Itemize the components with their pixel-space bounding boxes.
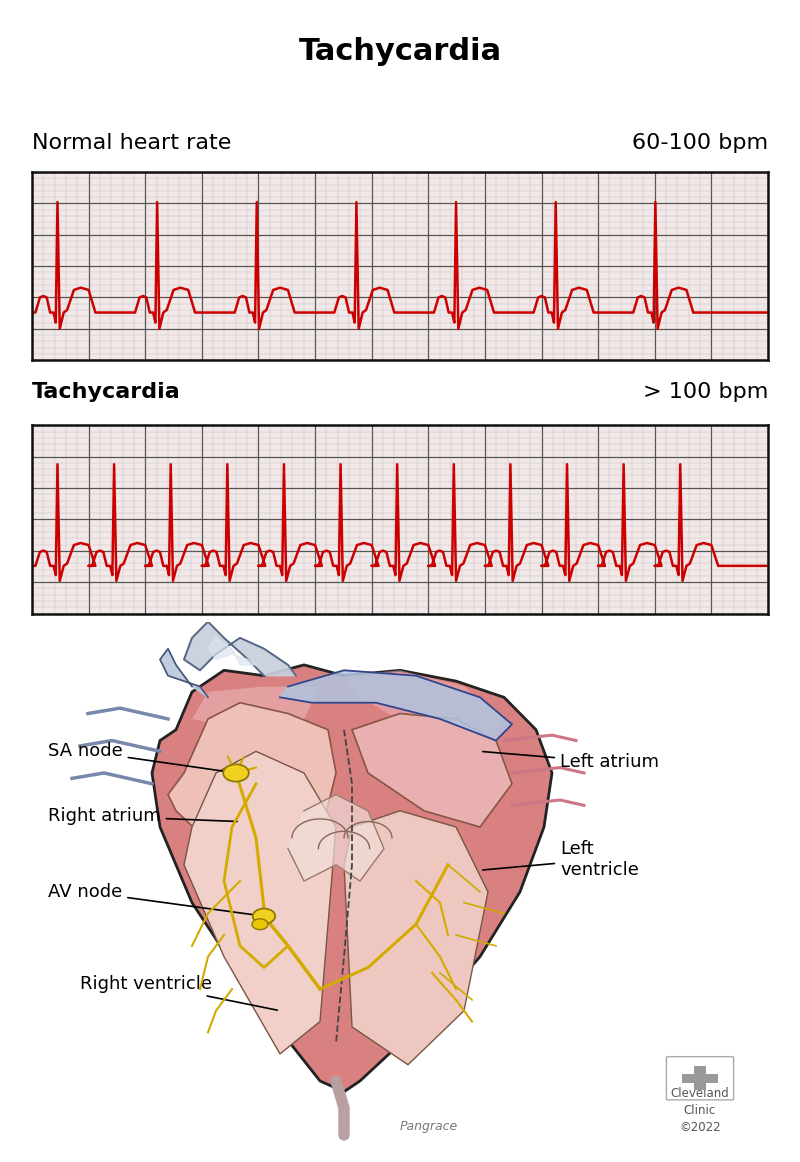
Text: 60-100 bpm: 60-100 bpm (632, 132, 768, 153)
Text: AV node: AV node (48, 883, 262, 916)
Polygon shape (160, 648, 208, 697)
Text: Right atrium: Right atrium (48, 808, 238, 825)
Polygon shape (288, 795, 384, 881)
Polygon shape (280, 670, 512, 740)
Polygon shape (184, 622, 296, 675)
Bar (682, 1074, 718, 1083)
Polygon shape (344, 670, 504, 752)
Text: Cleveland
Clinic
©2022: Cleveland Clinic ©2022 (670, 1088, 730, 1134)
Text: Normal heart rate: Normal heart rate (32, 132, 231, 153)
Bar (694, 1067, 706, 1090)
Polygon shape (192, 687, 320, 730)
Polygon shape (208, 638, 256, 665)
Polygon shape (344, 811, 488, 1064)
Polygon shape (168, 703, 336, 881)
Text: Tachycardia: Tachycardia (298, 37, 502, 66)
Text: Pangrace: Pangrace (400, 1120, 458, 1133)
Text: SA node: SA node (48, 743, 234, 773)
Text: Left
ventricle: Left ventricle (482, 840, 639, 878)
Polygon shape (184, 752, 336, 1054)
Circle shape (252, 919, 268, 930)
Text: Right ventricle: Right ventricle (80, 975, 278, 1010)
Text: Left atrium: Left atrium (482, 752, 659, 772)
Text: Tachycardia: Tachycardia (32, 381, 181, 402)
Circle shape (253, 909, 275, 924)
Circle shape (223, 765, 249, 782)
Polygon shape (152, 665, 552, 1092)
Polygon shape (352, 713, 512, 827)
Text: > 100 bpm: > 100 bpm (642, 381, 768, 402)
